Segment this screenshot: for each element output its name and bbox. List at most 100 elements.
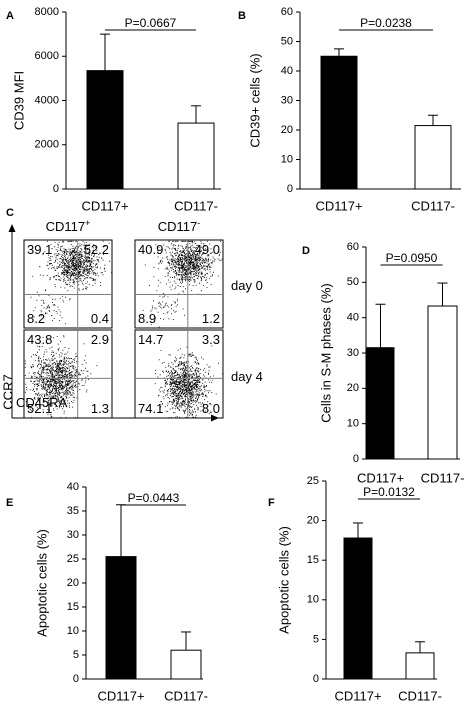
flow-plot: 40.9 49.0 8.9 1.2 [134,239,224,329]
quadrant-upper-left: 14.7 [138,332,163,347]
y-tick-label: 10 [281,153,293,165]
p-value: P=0.0443 [128,491,180,505]
flow-plot: 39.1 52.2 8.2 0.4 [23,239,113,329]
y-tick-label: 15 [307,554,319,566]
quadrant-upper-left: 39.1 [27,242,52,257]
panel-label: D [302,245,310,257]
flow-events [144,240,223,295]
flow-events [154,345,223,418]
y-axis-title: Apoptotic cells (%) [34,529,49,637]
quadrant-lower-left: 52.1 [27,401,52,416]
y-tick-label: 10 [347,418,359,430]
flow-plot-frame [23,239,113,329]
y-tick-label: 40 [67,481,79,493]
flow-plot: 14.7 3.3 74.1 8.0 [134,329,224,419]
quadrant-lower-right: 1.3 [91,401,109,416]
bar-cd117-pos [366,347,395,460]
category-label: CD117- [411,198,455,213]
y-tick-label: 10 [307,594,319,606]
y-axis-title: CD39 MFI [11,71,26,130]
y-axis-title: Cells in S-M phases (%) [318,283,333,422]
category-label: CD117- [164,688,208,703]
y-tick-label: 6000 [35,50,59,62]
category-label: CD117+ [81,198,128,213]
panel-e: E 0 5 10 15 20 25 30 35 40 Apoptotic cells (%) CD11… [6,481,208,704]
panel-label: B [238,10,246,22]
y-tick-label: 30 [67,529,79,541]
column-header-sup: - [197,218,200,228]
y-axis-title: CD39+ cells (%) [247,53,262,147]
y-tick-label: 0 [53,183,59,195]
y-tick-label: 40 [347,312,359,324]
panel-b: B 0 10 20 30 40 50 60 CD39+ cells (%) CD117+ CD117… [238,6,461,213]
quadrant-upper-left: 43.8 [27,332,52,347]
quadrant-lower-left: 8.9 [138,311,156,326]
y-tick-label: 60 [281,6,293,18]
x-axis-title: CD45RA [16,395,68,410]
category-label: CD117+ [97,688,144,703]
flow-events [142,285,185,328]
y-tick-label: 5 [313,633,319,645]
flow-plot: 43.8 2.9 52.1 1.3 [23,329,113,419]
y-tick-label: 30 [347,347,359,359]
panel-c: C CD117+ CD117- 39.1 52.2 8.2 0.4 40.9 49.0 8.9 1.… [0,207,263,422]
flow-events [24,335,98,418]
y-tick-label: 50 [281,35,293,47]
p-value: P=0.0950 [386,251,438,265]
y-axis-title: CCR7 [0,374,15,409]
y-tick-label: 40 [281,65,293,77]
row-label: day 4 [231,369,263,384]
y-tick-label: 60 [347,241,359,253]
bar-cd117-pos [343,537,373,680]
panel-f: F 0 5 10 15 20 25 Apoptotic cells (%) CD117+ CD11… [268,475,442,704]
y-tick-label: 0 [313,673,319,685]
bar-cd117-neg [414,125,452,190]
y-tick-label: 15 [67,601,79,613]
y-axis-title: Apoptotic cells (%) [276,526,291,634]
y-tick-label: 20 [307,515,319,527]
y-tick-label: 35 [67,505,79,517]
panel-d: D 0 10 20 30 40 50 60 Cells in S-M phases (%) CD1… [302,241,464,486]
flow-events [32,240,113,300]
row-label: day 0 [231,278,263,293]
y-tick-label: 20 [67,577,79,589]
y-tick-label: 25 [307,475,319,487]
quadrant-lower-left: 74.1 [138,401,163,416]
p-value: P=0.0667 [125,16,177,30]
y-tick-label: 25 [67,553,79,565]
y-tick-label: 0 [73,673,79,685]
bar-cd117-pos [320,55,358,190]
y-tick-label: 2000 [35,139,59,151]
panel-label: F [268,497,275,509]
column-header-sup: + [85,218,90,228]
quadrant-upper-right: 3.3 [202,332,220,347]
category-label: CD117+ [334,688,381,703]
y-axis-arrow-head [8,224,16,232]
column-header: CD117- [158,218,201,234]
y-tick-label: 0 [353,453,359,465]
y-tick-label: 50 [347,276,359,288]
category-label: CD117+ [357,470,404,485]
bar-cd117-neg [405,652,435,680]
y-tick-label: 8000 [35,6,59,18]
p-value: P=0.0132 [363,485,415,499]
category-label: CD117- [398,688,442,703]
y-tick-label: 0 [287,183,293,195]
y-tick-label: 5 [73,649,79,661]
bar-cd117-neg [427,305,458,460]
y-tick-label: 30 [281,94,293,106]
quadrant-lower-right: 8.0 [202,401,220,416]
quadrant-upper-right: 2.9 [91,332,109,347]
quadrant-upper-right: 49.0 [195,242,220,257]
y-tick-label: 20 [347,382,359,394]
category-label: CD117- [174,198,218,213]
panel-label: C [6,207,14,219]
panel-label: E [6,497,13,509]
bar-cd117-neg [170,649,202,680]
quadrant-lower-right: 1.2 [202,311,220,326]
category-label: CD117- [421,470,465,485]
panel-label: A [6,10,14,22]
quadrant-upper-right: 52.2 [84,242,109,257]
bar-cd117-pos [105,556,137,680]
